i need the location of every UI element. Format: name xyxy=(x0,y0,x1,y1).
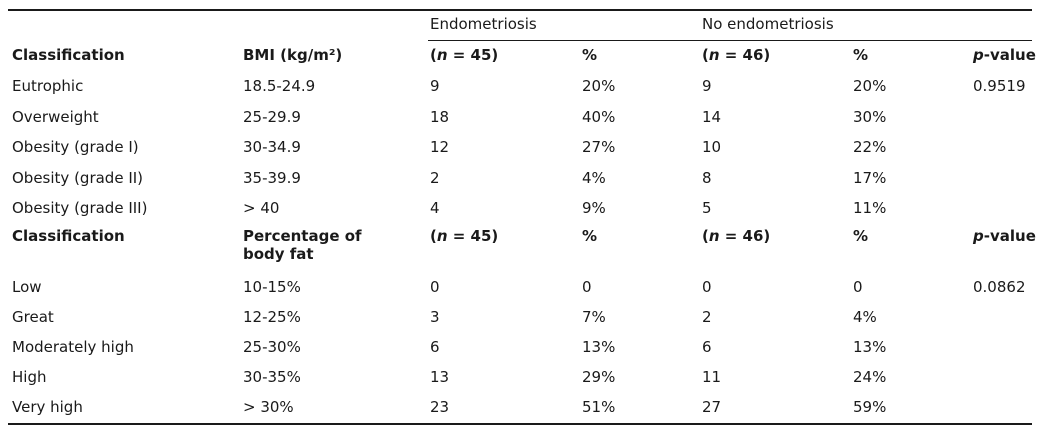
group-endometriosis: Endometriosis xyxy=(430,15,537,33)
col-body-fat-header: Percentage of body fat xyxy=(243,227,362,263)
row-no-endo-n: 11 xyxy=(702,368,722,386)
row-no-endo-pct: 13% xyxy=(853,338,887,356)
col-bmi-header: BMI (kg/m²) xyxy=(243,46,343,64)
row-pvalue: 0.9519 xyxy=(973,77,1026,95)
row-label: High xyxy=(12,368,47,386)
col-endo-pct-header-2: % xyxy=(582,227,598,245)
row-endo-n: 12 xyxy=(430,138,450,156)
row-range: 25-29.9 xyxy=(243,107,301,126)
table-row: High 30-35% 13 29% 11 24% xyxy=(0,368,1055,398)
row-no-endo-pct: 24% xyxy=(853,368,887,386)
row-endo-n: 6 xyxy=(430,338,440,356)
row-no-endo-pct: 22% xyxy=(853,138,887,156)
row-range: > 30% xyxy=(243,398,294,416)
table-row: Overweight 25-29.9 18 40% 14 30% xyxy=(0,108,1055,138)
col-endo-n-header-2: (n = 45) xyxy=(430,227,499,245)
row-no-endo-pct: 0 xyxy=(853,278,863,296)
row-label: Eutrophic xyxy=(12,77,84,95)
table-row: Low 10-15% 0 0 0 0 0.0862 xyxy=(0,278,1055,308)
group-underline-rule xyxy=(428,40,1032,41)
table-row: Obesity (grade II) 35-39.9 2 4% 8 17% xyxy=(0,169,1055,199)
row-range: 10-15% xyxy=(243,278,301,296)
row-endo-n: 18 xyxy=(430,107,450,126)
row-endo-pct: 51% xyxy=(582,398,616,416)
row-no-endo-pct: 17% xyxy=(853,168,887,187)
row-endo-pct: 13% xyxy=(582,338,616,356)
row-no-endo-pct: 20% xyxy=(853,77,887,95)
row-label: Very high xyxy=(12,398,83,416)
row-label: Obesity (grade I) xyxy=(12,138,139,156)
row-no-endo-pct: 11% xyxy=(853,199,887,217)
col-endo-n-header: (n = 45) xyxy=(430,46,499,64)
group-no-endometriosis: No endometriosis xyxy=(702,15,834,33)
table-row: Obesity (grade I) 30-34.9 12 27% 10 22% xyxy=(0,138,1055,168)
table-bottom-rule xyxy=(8,423,1032,425)
table-top-rule xyxy=(8,9,1032,11)
row-pvalue: 0.0862 xyxy=(973,278,1026,296)
row-no-endo-pct: 4% xyxy=(853,308,877,326)
table-row: Very high > 30% 23 51% 27 59% xyxy=(0,398,1055,428)
col-no-endo-pct-header: % xyxy=(853,46,869,64)
table-row: Obesity (grade III) > 40 4 9% 5 11% xyxy=(0,199,1055,229)
row-range: 18.5-24.9 xyxy=(243,77,316,95)
row-endo-n: 23 xyxy=(430,398,450,416)
row-label: Overweight xyxy=(12,107,99,126)
row-label: Moderately high xyxy=(12,338,134,356)
row-endo-n: 3 xyxy=(430,308,440,326)
row-endo-n: 13 xyxy=(430,368,450,386)
row-endo-n: 0 xyxy=(430,278,440,296)
row-range: 30-35% xyxy=(243,368,301,386)
row-endo-pct: 0 xyxy=(582,278,592,296)
row-endo-pct: 4% xyxy=(582,168,606,187)
row-endo-n: 2 xyxy=(430,168,440,187)
row-endo-n: 4 xyxy=(430,199,440,217)
row-endo-pct: 7% xyxy=(582,308,606,326)
row-no-endo-n: 9 xyxy=(702,77,712,95)
col-pvalue-header: p-value xyxy=(973,46,1036,64)
table-row: Eutrophic 18.5-24.9 9 20% 9 20% 0.9519 xyxy=(0,77,1055,107)
row-range: 30-34.9 xyxy=(243,138,301,156)
row-label: Obesity (grade II) xyxy=(12,168,144,187)
row-endo-pct: 40% xyxy=(582,107,616,126)
col-pvalue-header-2: p-value xyxy=(973,227,1036,245)
row-no-endo-n: 27 xyxy=(702,398,722,416)
row-no-endo-pct: 30% xyxy=(853,107,887,126)
row-no-endo-n: 5 xyxy=(702,199,712,217)
row-endo-n: 9 xyxy=(430,77,440,95)
fat-header-row: Classification Percentage of body fat (n… xyxy=(0,227,1055,267)
row-label: Great xyxy=(12,308,54,326)
col-no-endo-pct-header-2: % xyxy=(853,227,869,245)
col-classification-header: Classification xyxy=(12,46,125,64)
row-no-endo-n: 14 xyxy=(702,107,722,126)
row-endo-pct: 9% xyxy=(582,199,606,217)
row-no-endo-n: 0 xyxy=(702,278,712,296)
row-label: Obesity (grade III) xyxy=(12,199,148,217)
table-row: Moderately high 25-30% 6 13% 6 13% xyxy=(0,338,1055,368)
col-no-endo-n-header: (n = 46) xyxy=(702,46,771,64)
row-no-endo-n: 10 xyxy=(702,138,722,156)
row-range: 25-30% xyxy=(243,338,301,356)
col-endo-pct-header: % xyxy=(582,46,598,64)
row-endo-pct: 20% xyxy=(582,77,616,95)
row-range: > 40 xyxy=(243,199,280,217)
bmi-header-row: Classification BMI (kg/m²) (n = 45) % (n… xyxy=(0,46,1055,76)
col-classification-header-2: Classification xyxy=(12,227,125,245)
group-header-row: Endometriosis No endometriosis xyxy=(0,15,1055,45)
row-endo-pct: 29% xyxy=(582,368,616,386)
row-range: 12-25% xyxy=(243,308,301,326)
row-no-endo-n: 6 xyxy=(702,338,712,356)
row-range: 35-39.9 xyxy=(243,168,301,187)
row-no-endo-pct: 59% xyxy=(853,398,887,416)
row-endo-pct: 27% xyxy=(582,138,616,156)
row-label: Low xyxy=(12,278,42,296)
col-no-endo-n-header-2: (n = 46) xyxy=(702,227,771,245)
table-row: Great 12-25% 3 7% 2 4% xyxy=(0,308,1055,338)
row-no-endo-n: 2 xyxy=(702,308,712,326)
row-no-endo-n: 8 xyxy=(702,168,712,187)
